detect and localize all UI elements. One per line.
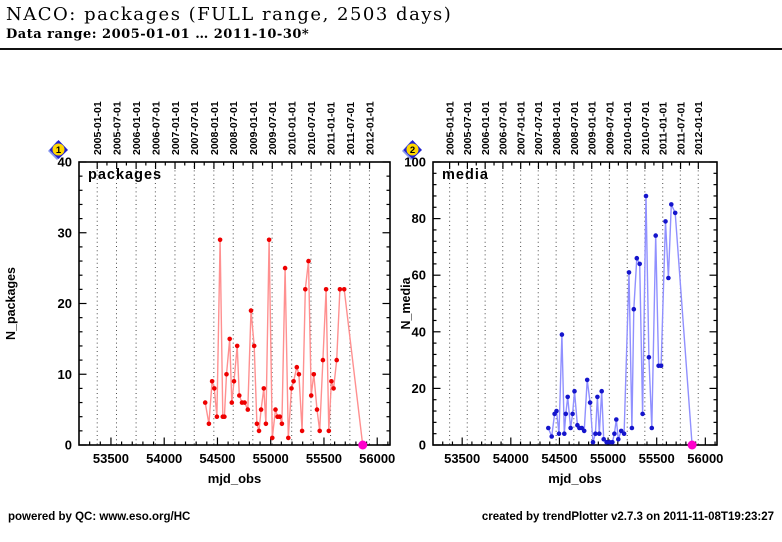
svg-text:2012-01-01: 2012-01-01: [364, 101, 376, 155]
panel-title: packages: [88, 167, 162, 183]
svg-text:40: 40: [58, 155, 72, 170]
powered-by-footer: powered by QC: www.eso.org/HC: [8, 511, 191, 523]
series-markers: [546, 193, 695, 448]
axis-ticks: [79, 161, 390, 446]
svg-text:2008-07-01: 2008-07-01: [569, 101, 581, 155]
plot-box: [78, 161, 391, 446]
x-axis-label: mjd_obs: [548, 471, 601, 486]
svg-text:20: 20: [412, 381, 426, 396]
svg-text:2010-01-01: 2010-01-01: [622, 101, 634, 155]
svg-text:80: 80: [412, 211, 426, 226]
axis-ticks: [433, 161, 717, 446]
svg-text:20: 20: [58, 296, 72, 311]
y-axis-label: N_packages: [4, 267, 18, 340]
svg-text:56000: 56000: [359, 451, 395, 466]
svg-text:54500: 54500: [541, 451, 577, 466]
diamond-badge-icon: 2: [402, 140, 422, 160]
svg-text:40: 40: [412, 324, 426, 339]
panel-title: media: [442, 167, 489, 183]
created-by-footer: created by trendPlotter v2.7.3 on 2011-1…: [481, 511, 774, 523]
svg-text:54000: 54000: [493, 451, 529, 466]
svg-text:2007-07-01: 2007-07-01: [533, 101, 545, 155]
svg-text:2012-01-01: 2012-01-01: [693, 101, 705, 155]
x-tick-labels: 53500 54000 54500 55000 55500 56000: [93, 451, 395, 466]
svg-text:2011-07-01: 2011-07-01: [675, 102, 687, 155]
x-axis-label: mjd_obs: [208, 471, 261, 486]
svg-text:2006-07-01: 2006-07-01: [498, 101, 510, 155]
svg-text:2008-01-01: 2008-01-01: [209, 101, 221, 155]
diamond-badge-icon: 1: [48, 140, 68, 160]
data-range-subtitle: Data range: 2005-01-01 … 2011-10-30*: [6, 27, 310, 42]
header-divider: [0, 48, 782, 50]
svg-text:2009-07-01: 2009-07-01: [267, 101, 279, 155]
svg-text:2010-07-01: 2010-07-01: [640, 101, 652, 155]
end-of-range-marker: [358, 440, 368, 450]
svg-text:55000: 55000: [590, 451, 626, 466]
plot-number-badge-2: 2: [401, 139, 423, 161]
svg-text:2007-01-01: 2007-01-01: [170, 101, 182, 155]
date-tick-labels: 2005-01-01 2005-07-01 2006-01-01 2006-07-01…: [92, 101, 376, 155]
y-axis-label: N_media: [400, 276, 413, 329]
end-of-range-marker: [687, 440, 697, 450]
svg-text:30: 30: [58, 225, 72, 240]
svg-text:55500: 55500: [639, 451, 675, 466]
badge-number: 1: [56, 145, 62, 156]
svg-text:2008-01-01: 2008-01-01: [551, 101, 563, 155]
x-tick-labels: 53500 54000 54500 55000 55500 56000: [444, 451, 723, 466]
y-tick-labels: 0 10 20 30 40: [58, 155, 72, 453]
plot-number-badge-1: 1: [47, 139, 69, 161]
svg-text:2007-01-01: 2007-01-01: [516, 101, 528, 155]
series-line: [204, 239, 364, 446]
svg-text:53500: 53500: [444, 451, 480, 466]
svg-text:0: 0: [419, 438, 426, 453]
svg-text:2006-01-01: 2006-01-01: [480, 101, 492, 155]
svg-text:2005-01-01: 2005-01-01: [445, 101, 457, 155]
plot-box: [432, 161, 718, 446]
svg-text:2006-07-01: 2006-07-01: [150, 101, 162, 155]
svg-text:55500: 55500: [306, 451, 342, 466]
svg-text:2005-01-01: 2005-01-01: [92, 101, 104, 155]
svg-text:2005-07-01: 2005-07-01: [111, 101, 123, 155]
svg-text:2009-07-01: 2009-07-01: [604, 101, 616, 155]
svg-text:2009-01-01: 2009-01-01: [587, 101, 599, 155]
svg-text:55000: 55000: [253, 451, 289, 466]
media-chart: 2005-01-01 2005-07-01 2006-01-01 2006-07-01…: [400, 101, 723, 486]
svg-text:2007-07-01: 2007-07-01: [189, 101, 201, 155]
svg-text:2010-01-01: 2010-01-01: [287, 101, 299, 155]
gridlines: [449, 162, 699, 445]
svg-text:10: 10: [58, 367, 72, 382]
svg-text:2011-07-01: 2011-07-01: [345, 102, 357, 155]
svg-text:54500: 54500: [199, 451, 235, 466]
svg-text:2011-01-01: 2011-01-01: [658, 102, 670, 155]
svg-text:2011-01-01: 2011-01-01: [326, 102, 338, 155]
svg-text:2008-07-01: 2008-07-01: [228, 101, 240, 155]
svg-text:60: 60: [412, 268, 426, 283]
series-line: [547, 195, 693, 446]
svg-text:2005-07-01: 2005-07-01: [462, 101, 474, 155]
page-title: NACO: packages (FULL range, 2503 days): [6, 4, 453, 25]
svg-text:2010-07-01: 2010-07-01: [306, 101, 318, 155]
svg-text:2009-01-01: 2009-01-01: [248, 101, 260, 155]
date-tick-labels: 2005-01-01 2005-07-01 2006-01-01 2006-07-01…: [445, 101, 706, 155]
svg-text:54000: 54000: [146, 451, 182, 466]
svg-text:56000: 56000: [687, 451, 723, 466]
badge-number: 2: [410, 145, 415, 156]
packages-chart: 2005-01-01 2005-07-01 2006-01-01 2006-07-01…: [4, 101, 395, 486]
svg-text:0: 0: [65, 438, 72, 453]
svg-text:2006-01-01: 2006-01-01: [131, 101, 143, 155]
svg-text:53500: 53500: [93, 451, 129, 466]
